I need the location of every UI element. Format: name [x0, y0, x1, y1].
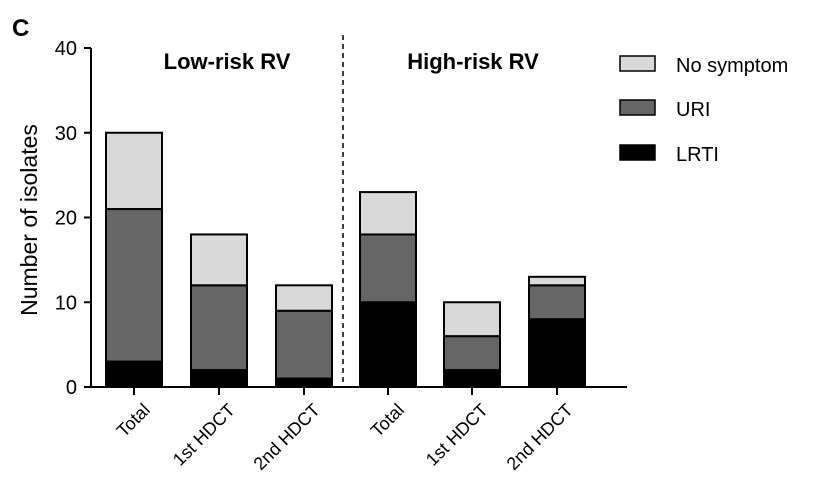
bar-segment-no-symptom	[359, 191, 417, 236]
bar-segment-no-symptom	[443, 301, 501, 338]
bar-segment-lrti	[528, 318, 586, 389]
legend: No symptom URI LRTI	[619, 55, 788, 166]
bar-segment-uri	[275, 309, 333, 380]
bar-segment-lrti	[443, 369, 501, 388]
legend-label-uri: URI	[676, 99, 710, 121]
bar-segment-lrti	[359, 301, 417, 388]
bar-segment-no-symptom	[528, 275, 586, 287]
bar-segment-no-symptom	[275, 284, 333, 312]
bar-segment-uri	[528, 284, 586, 321]
x-tick-label: 1st HDCT	[422, 400, 492, 470]
bar-segment-lrti	[275, 377, 333, 388]
x-tick-label: 1st HDCT	[169, 400, 239, 470]
x-tick-label: Total	[367, 400, 408, 441]
legend-swatch-no-symptom	[619, 55, 656, 72]
x-tick-label: 2nd HDCT	[250, 400, 324, 474]
x-tick-label: 2nd HDCT	[503, 400, 577, 474]
legend-label-no-symptom: No symptom	[676, 55, 788, 77]
bar-segment-uri	[359, 233, 417, 304]
high-risk-group-title: High-risk RV	[407, 49, 539, 74]
panel-label: C	[12, 15, 29, 42]
legend-label-lrti: LRTI	[676, 144, 719, 166]
x-axis-ticks: Total 1st HDCT 2nd HDCT Total 1st HDCT 2nd HD…	[113, 387, 577, 474]
legend-swatch-uri	[619, 99, 656, 116]
low-risk-group-title: Low-risk RV	[164, 49, 291, 74]
y-tick-label: 0	[66, 377, 77, 399]
y-tick-label: 40	[55, 38, 77, 60]
y-tick-label: 10	[55, 292, 77, 314]
x-tick-label: Total	[113, 400, 154, 441]
bar-segment-uri	[443, 335, 501, 372]
y-axis-ticks: 0 10 20 30 40	[55, 38, 91, 399]
legend-swatch-lrti	[619, 144, 656, 161]
bar-segment-no-symptom	[190, 233, 248, 287]
bars-layer	[105, 131, 586, 389]
bar-segment-lrti	[105, 360, 163, 389]
bar-segment-uri	[190, 284, 248, 372]
bar-segment-uri	[105, 208, 163, 363]
y-axis-label: Number of isolates	[16, 124, 42, 316]
bar-segment-no-symptom	[105, 131, 163, 211]
y-tick-label: 20	[55, 208, 77, 230]
bar-segment-lrti	[190, 369, 248, 388]
y-tick-label: 30	[55, 123, 77, 145]
